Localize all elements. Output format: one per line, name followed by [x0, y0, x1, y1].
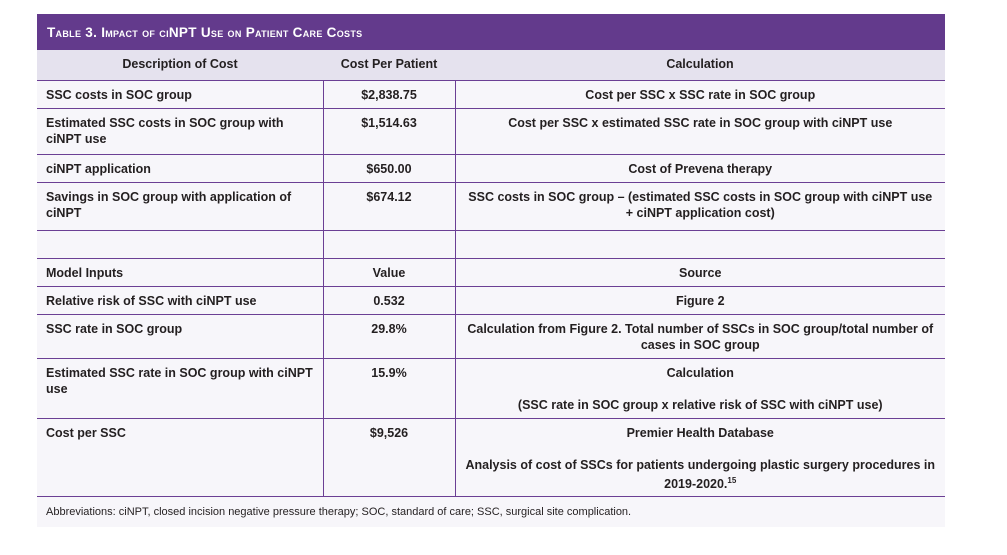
calculation-cell: Figure 2	[454, 286, 945, 315]
cost-table: Table 3. Impact of ciNPT Use on Patient …	[37, 14, 945, 528]
calc-detail: (SSC rate in SOC group x relative risk o…	[465, 397, 937, 413]
calculation-cell: Cost of Prevena therapy	[454, 154, 945, 183]
table-title: Table 3. Impact of ciNPT Use on Patient …	[37, 14, 945, 50]
citation: 15	[727, 476, 737, 485]
description-cell	[37, 230, 323, 259]
table-row: Cost per SSC $9,526 Premier Health Datab…	[37, 418, 945, 497]
value-cell: 29.8%	[322, 314, 455, 359]
value-cell: $1,514.63	[322, 108, 455, 155]
table-row: Savings in SOC group with application of…	[37, 182, 945, 231]
calculation-cell: Premier Health Database Analysis of cost …	[454, 418, 945, 497]
value-cell: $2,838.75	[322, 80, 455, 109]
calc-text: Cost of Prevena therapy	[628, 162, 773, 176]
description-cell: Estimated SSC costs in SOC group with ci…	[37, 108, 323, 155]
description-cell: Savings in SOC group with application of…	[37, 182, 323, 231]
footnote: Abbreviations: ciNPT, closed incision ne…	[37, 496, 945, 527]
calc-text: Cost per SSC x estimated SSC rate in SOC…	[508, 116, 893, 130]
header-row: Description of Cost Cost Per Patient Cal…	[37, 50, 945, 81]
value-cell: 15.9%	[322, 358, 455, 419]
description-cell: SSC costs in SOC group	[37, 80, 323, 109]
value-cell	[322, 230, 455, 259]
table-row	[37, 230, 945, 259]
calculation-cell: Cost per SSC x SSC rate in SOC group	[454, 80, 945, 109]
description-cell: Cost per SSC	[37, 418, 323, 497]
calc-detail-text: Analysis of cost of SSCs for patients un…	[465, 458, 936, 492]
value-cell: $674.12	[322, 182, 455, 231]
calc-text: Figure 2	[675, 294, 725, 308]
description-cell: Model Inputs	[37, 258, 323, 287]
calc-detail-text: (SSC rate in SOC group x relative risk o…	[517, 398, 883, 412]
value-cell: Value	[322, 258, 455, 287]
header-description: Description of Cost	[37, 50, 323, 81]
description-cell: SSC rate in SOC group	[37, 314, 323, 359]
value-cell: $9,526	[322, 418, 455, 497]
table-row: SSC rate in SOC group 29.8% Calculation …	[37, 314, 945, 359]
header-cost: Cost Per Patient	[323, 50, 455, 81]
calculation-cell: Calculation (SSC rate in SOC group x rela…	[454, 358, 945, 419]
calculation-cell: SSC costs in SOC group – (estimated SSC …	[454, 182, 945, 231]
calc-text: Calculation from Figure 2. Total number …	[467, 322, 934, 352]
table-row: Estimated SSC rate in SOC group with ciN…	[37, 358, 945, 419]
table-row: Model Inputs Value Source	[37, 258, 945, 287]
calc-detail: Analysis of cost of SSCs for patients un…	[465, 457, 937, 492]
table-row: Estimated SSC costs in SOC group with ci…	[37, 108, 945, 155]
calc-text: Source	[679, 266, 722, 280]
calc-text: Cost per SSC x SSC rate in SOC group	[585, 88, 816, 102]
header-calculation: Calculation	[455, 50, 945, 81]
description-cell: Estimated SSC rate in SOC group with ciN…	[37, 358, 323, 419]
table-row: ciNPT application $650.00 Cost of Preven…	[37, 154, 945, 183]
calc-text: SSC costs in SOC group – (estimated SSC …	[468, 190, 933, 220]
value-cell: $650.00	[322, 154, 455, 183]
table-row: SSC costs in SOC group $2,838.75 Cost pe…	[37, 80, 945, 109]
value-cell: 0.532	[322, 286, 455, 315]
calc-text: Premier Health Database	[626, 426, 774, 440]
table-row: Relative risk of SSC with ciNPT use 0.53…	[37, 286, 945, 315]
calculation-cell	[454, 230, 945, 259]
description-cell: ciNPT application	[37, 154, 323, 183]
table: Description of Cost Cost Per Patient Cal…	[37, 50, 945, 497]
calculation-cell: Cost per SSC x estimated SSC rate in SOC…	[454, 108, 945, 155]
calculation-cell: Calculation from Figure 2. Total number …	[454, 314, 945, 359]
calculation-cell: Source	[454, 258, 945, 287]
calc-text: Calculation	[666, 366, 734, 380]
description-cell: Relative risk of SSC with ciNPT use	[37, 286, 323, 315]
